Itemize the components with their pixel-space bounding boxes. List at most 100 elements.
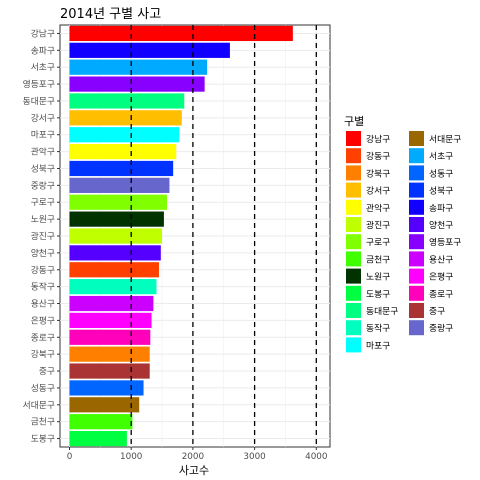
y-tick-label: 서초구 (31, 62, 55, 73)
legend-label: 금천구 (366, 254, 390, 265)
y-tick-label: 동대문구 (23, 96, 55, 107)
y-tick-label: 양천구 (31, 248, 55, 259)
bar-은평구 (69, 312, 152, 328)
y-tick-label: 중랑구 (31, 179, 55, 191)
legend-key-광진구 (346, 217, 361, 232)
y-tick-label: 용산구 (31, 299, 55, 310)
legend-key-성동구 (409, 165, 424, 181)
bar-마포구 (69, 127, 180, 143)
legend-label: 중구 (429, 306, 445, 317)
x-tick-label: 2000 (182, 452, 205, 462)
legend: 강남구강동구강북구강서구관악구광진구구로구금천구노원구도봉구동대문구동작구마포구… (346, 131, 461, 353)
legend-key-도봉구 (346, 285, 361, 301)
bar-성동구 (69, 380, 144, 396)
legend-label: 강북구 (366, 168, 390, 179)
y-tick-label: 강서구 (31, 113, 55, 124)
legend-key-강서구 (346, 182, 361, 198)
y-tick-label: 중구 (39, 366, 55, 377)
legend-label: 강동구 (366, 151, 390, 162)
legend-key-은평구 (409, 268, 424, 284)
legend-label: 광진구 (366, 219, 390, 231)
bar-양천구 (69, 245, 161, 261)
legend-key-용산구 (409, 251, 424, 267)
legend-key-서대문구 (409, 131, 424, 146)
legend-label: 동대문구 (366, 306, 398, 317)
legend-key-송파구 (409, 199, 424, 215)
bar-동대문구 (69, 93, 185, 109)
y-tick-label: 도봉구 (31, 434, 55, 445)
legend-key-서초구 (409, 148, 424, 164)
legend-label: 중랑구 (429, 322, 453, 334)
y-tick-label: 광진구 (31, 230, 55, 242)
y-tick-label: 강남구 (31, 28, 55, 39)
bar-중랑구 (69, 177, 170, 193)
legend-key-동대문구 (346, 303, 361, 318)
y-tick-label: 관악구 (31, 146, 55, 158)
bar-강북구 (69, 346, 150, 362)
legend-label: 노원구 (366, 272, 390, 283)
legend-key-관악구 (346, 199, 361, 215)
x-tick-label: 0 (67, 452, 73, 462)
bar-강동구 (69, 262, 159, 278)
bar-영등포구 (69, 76, 205, 92)
legend-label: 영등포구 (429, 237, 461, 248)
y-tick-label: 서대문구 (23, 400, 55, 411)
bar-노원구 (69, 211, 164, 227)
bar-구로구 (69, 194, 167, 210)
legend-label: 종로구 (429, 289, 453, 300)
x-tick-label: 4000 (305, 452, 328, 462)
plot-area: 강남구송파구서초구영등포구동대문구강서구마포구관악구성북구중랑구구로구노원구광진… (23, 24, 331, 462)
legend-key-양천구 (409, 217, 424, 232)
y-tick-label: 성북구 (31, 163, 55, 174)
legend-label: 마포구 (366, 340, 390, 351)
legend-key-강남구 (346, 131, 361, 146)
legend-key-영등포구 (409, 234, 424, 250)
x-axis-title: 사고수 (179, 464, 209, 477)
y-tick-label: 구로구 (31, 197, 55, 208)
legend-label: 송파구 (429, 203, 453, 214)
legend-label: 구로구 (366, 237, 390, 248)
legend-key-강북구 (346, 165, 361, 181)
legend-label: 은평구 (429, 272, 453, 283)
bar-송파구 (69, 42, 230, 58)
y-tick-label: 마포구 (31, 130, 55, 141)
legend-key-금천구 (346, 251, 361, 267)
legend-key-구로구 (346, 234, 361, 250)
legend-key-중구 (409, 303, 424, 318)
bar-관악구 (69, 144, 177, 160)
y-tick-label: 금천구 (31, 417, 55, 428)
legend-label: 동작구 (366, 323, 390, 334)
legend-label: 성북구 (429, 186, 453, 197)
y-tick-label: 강동구 (31, 265, 55, 276)
legend-key-중랑구 (409, 320, 424, 336)
legend-key-강동구 (346, 148, 361, 164)
legend-label: 관악구 (366, 202, 390, 214)
legend-key-종로구 (409, 285, 424, 301)
y-tick-label: 동작구 (31, 282, 55, 293)
y-tick-label: 영등포구 (23, 79, 55, 90)
legend-label: 용산구 (429, 254, 453, 265)
y-tick-label: 성동구 (31, 383, 55, 394)
y-tick-label: 은평구 (31, 315, 55, 326)
y-tick-label: 노원구 (31, 214, 55, 225)
y-tick-label: 강북구 (31, 349, 55, 360)
legend-key-마포구 (346, 337, 361, 353)
bar-서초구 (69, 59, 208, 75)
bar-용산구 (69, 295, 154, 312)
bar-광진구 (69, 228, 163, 244)
chart-title: 2014년 구별 사고 (60, 7, 161, 22)
bar-강남구 (69, 25, 293, 42)
legend-label: 강남구 (366, 134, 390, 145)
legend-key-노원구 (346, 268, 361, 284)
bar-도봉구 (69, 430, 127, 447)
legend-label: 서대문구 (429, 134, 461, 145)
bar-성북구 (69, 160, 174, 177)
bar-동작구 (69, 279, 157, 295)
y-tick-label: 송파구 (31, 45, 55, 56)
y-tick-label: 종로구 (31, 332, 55, 343)
legend-key-동작구 (346, 320, 361, 336)
legend-label: 서초구 (429, 151, 453, 162)
legend-title: 구별 (344, 115, 364, 128)
legend-label: 양천구 (429, 220, 453, 231)
bar-서대문구 (69, 397, 140, 413)
